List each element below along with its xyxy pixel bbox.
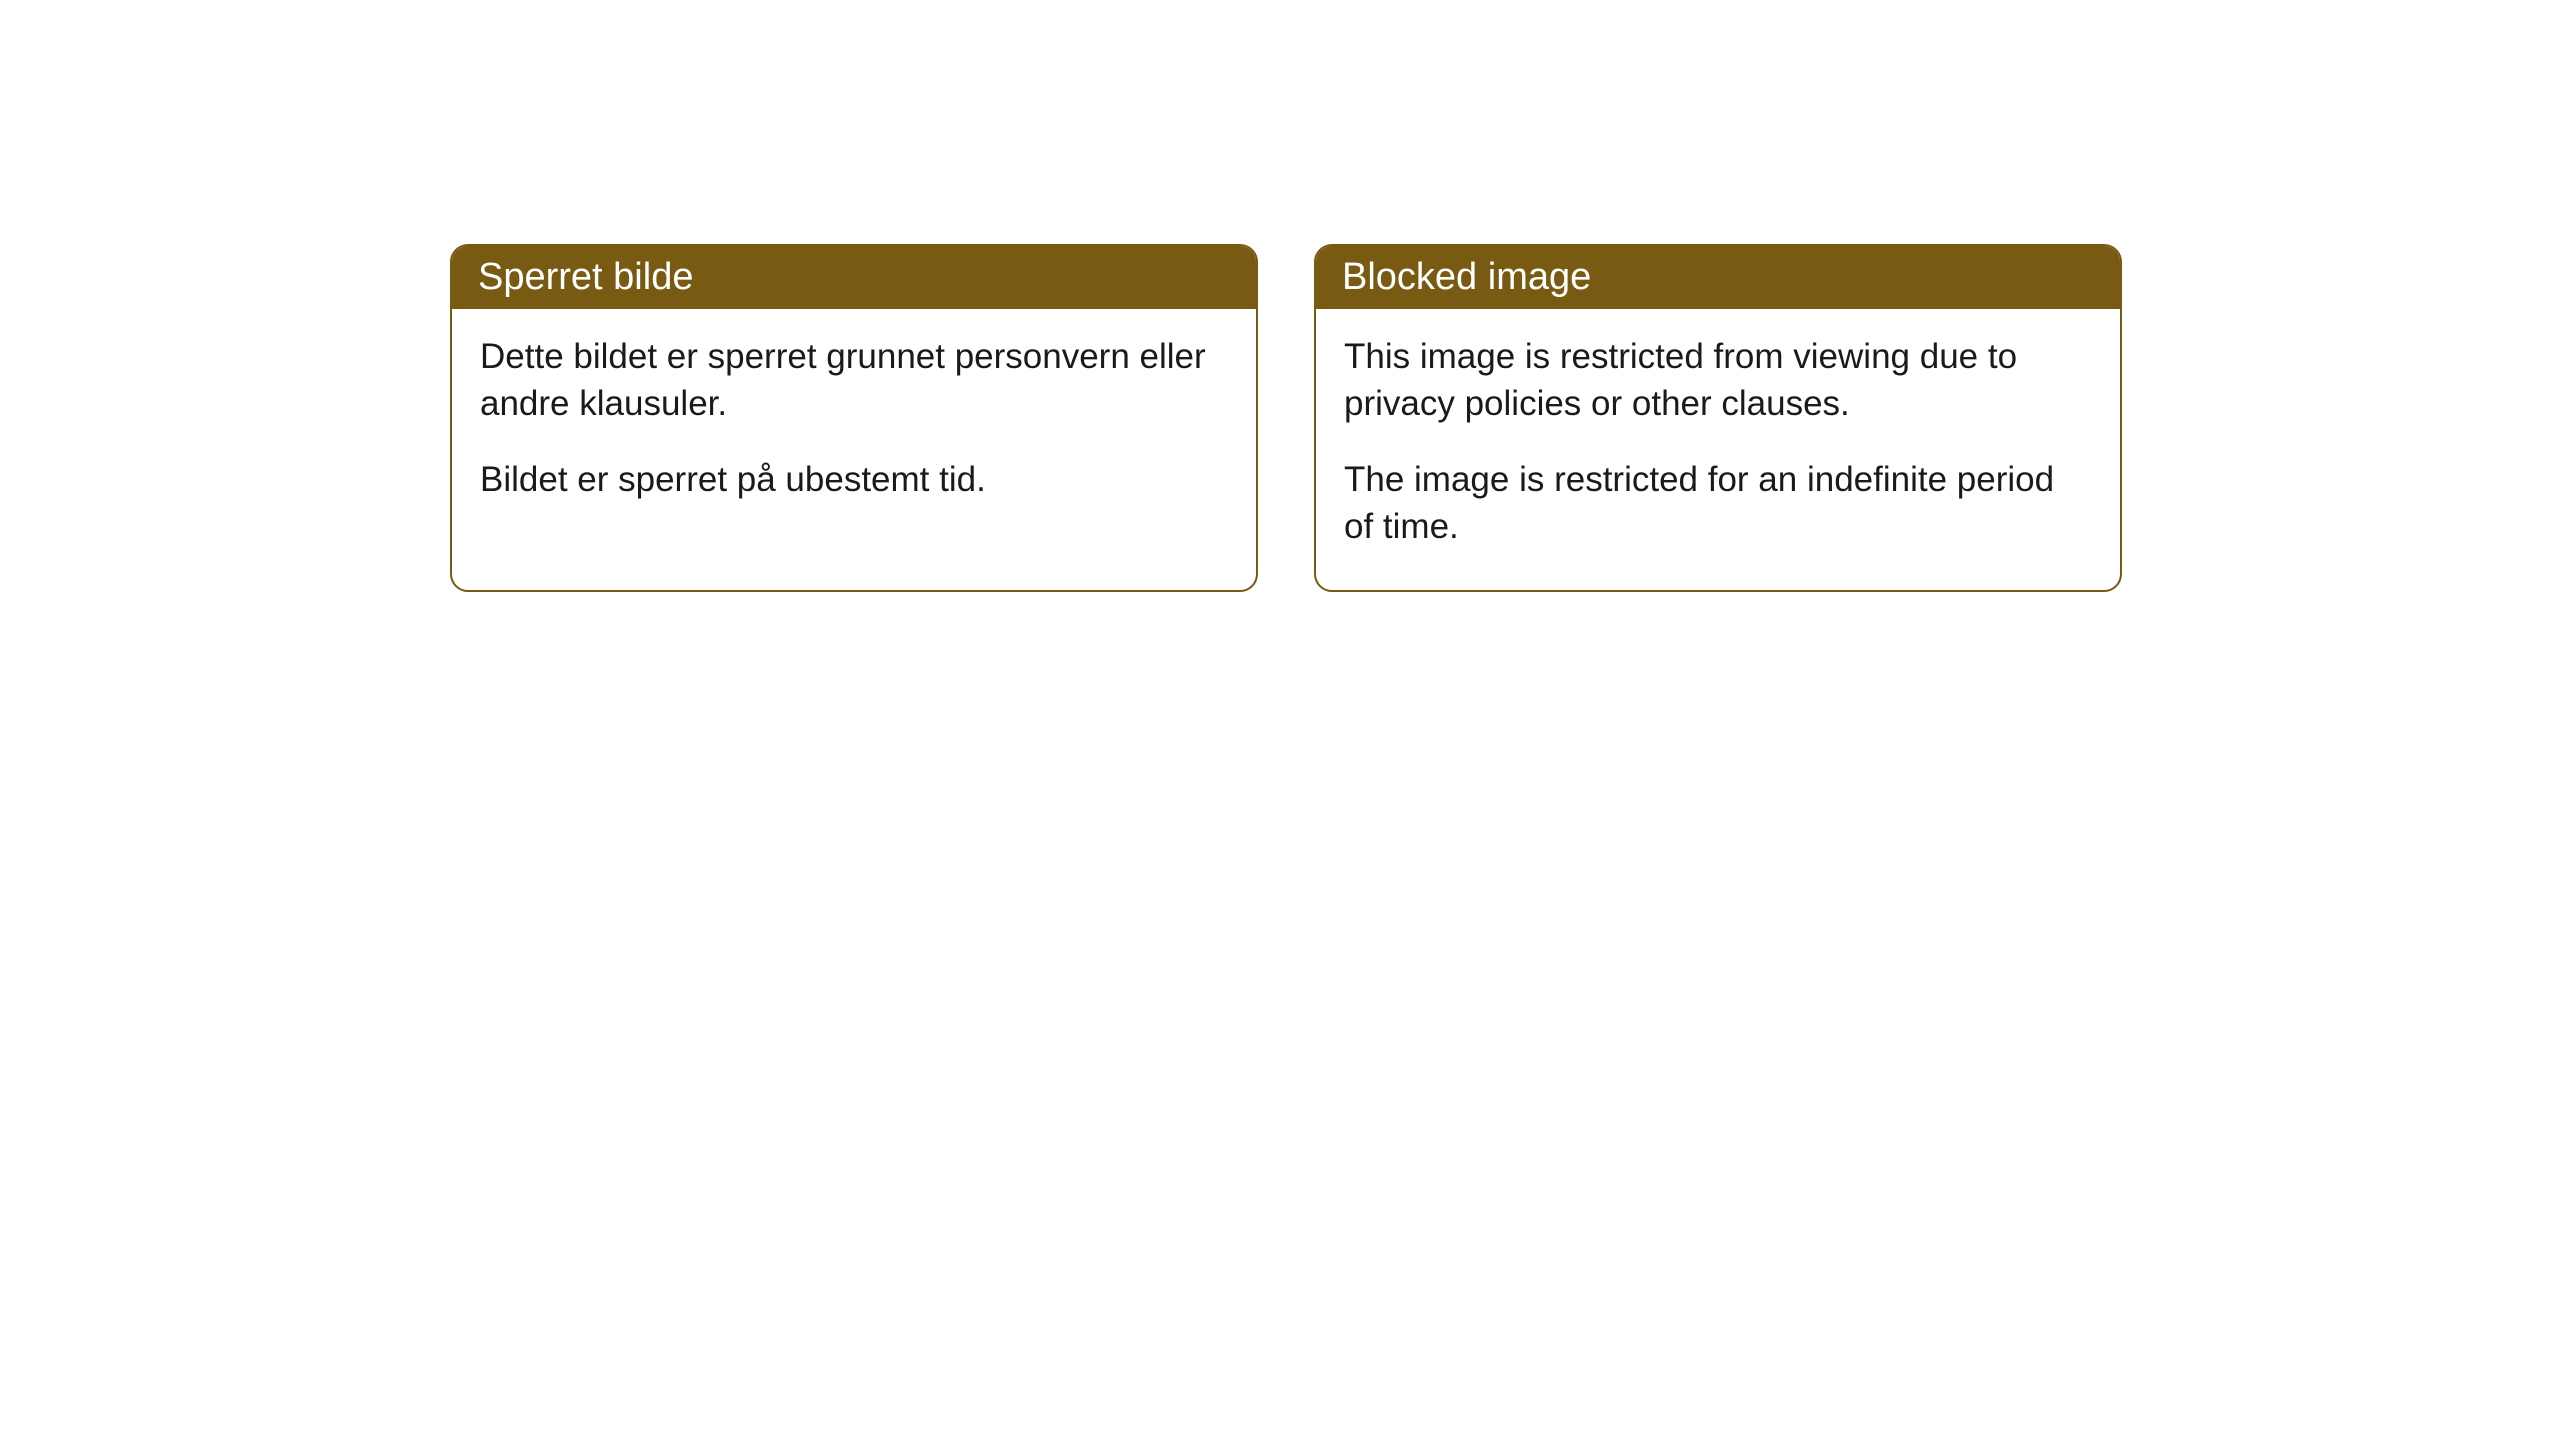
card-title: Sperret bilde — [478, 256, 693, 298]
notice-card-english: Blocked image This image is restricted f… — [1314, 244, 2122, 592]
card-body: This image is restricted from viewing du… — [1316, 309, 2120, 590]
card-title: Blocked image — [1342, 256, 1591, 298]
card-header: Sperret bilde — [452, 246, 1256, 309]
card-header: Blocked image — [1316, 246, 2120, 309]
card-paragraph: The image is restricted for an indefinit… — [1344, 456, 2092, 551]
notice-cards-container: Sperret bilde Dette bildet er sperret gr… — [450, 244, 2122, 592]
card-paragraph: Bildet er sperret på ubestemt tid. — [480, 456, 1228, 503]
card-paragraph: This image is restricted from viewing du… — [1344, 333, 2092, 428]
notice-card-norwegian: Sperret bilde Dette bildet er sperret gr… — [450, 244, 1258, 592]
card-body: Dette bildet er sperret grunnet personve… — [452, 309, 1256, 543]
card-paragraph: Dette bildet er sperret grunnet personve… — [480, 333, 1228, 428]
